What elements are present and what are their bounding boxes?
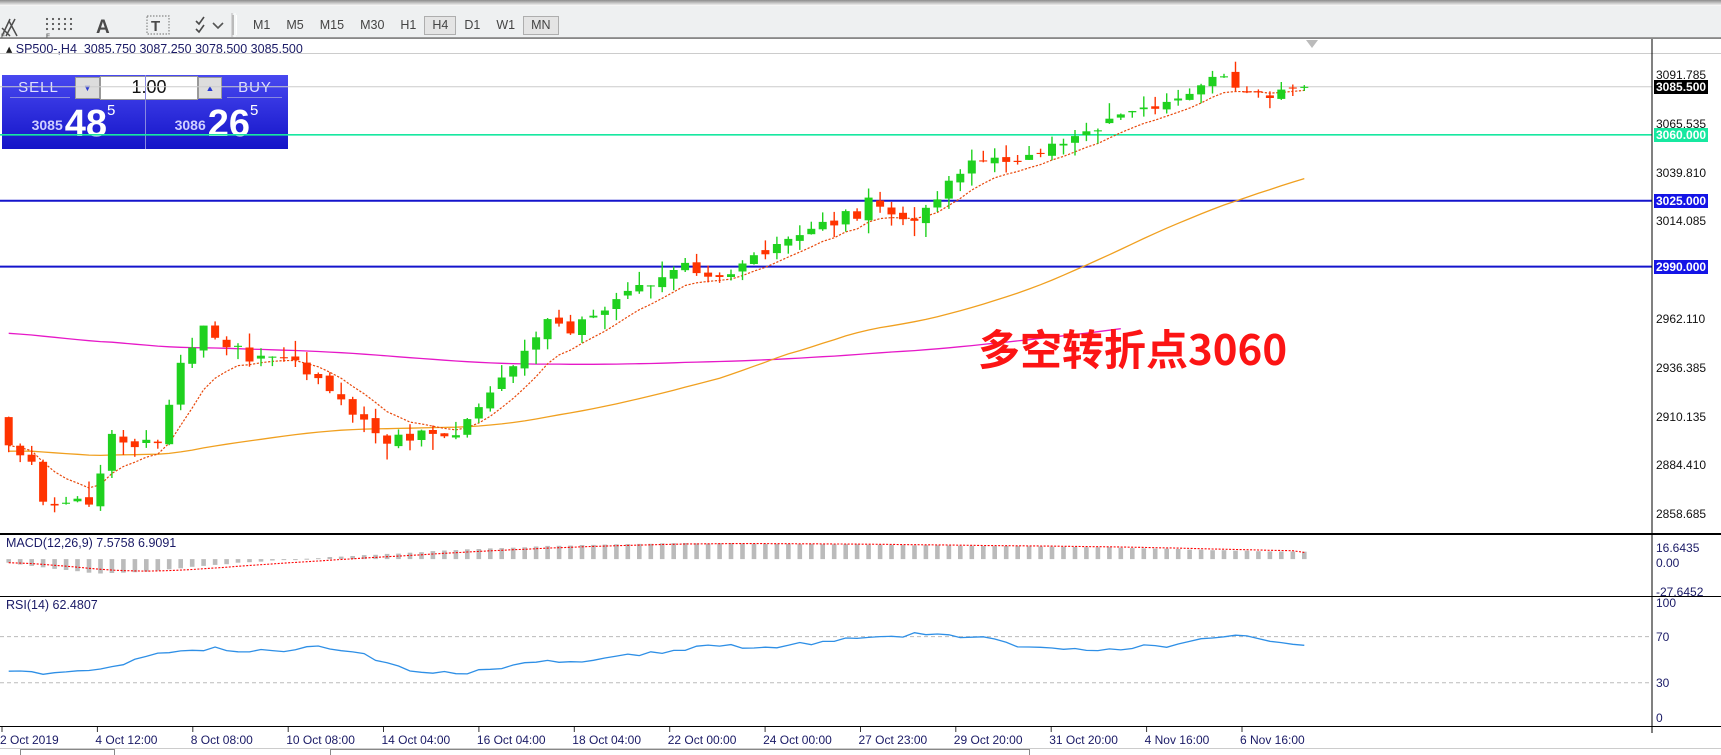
svg-text:T: T	[151, 18, 160, 35]
svg-text:A: A	[96, 17, 110, 38]
